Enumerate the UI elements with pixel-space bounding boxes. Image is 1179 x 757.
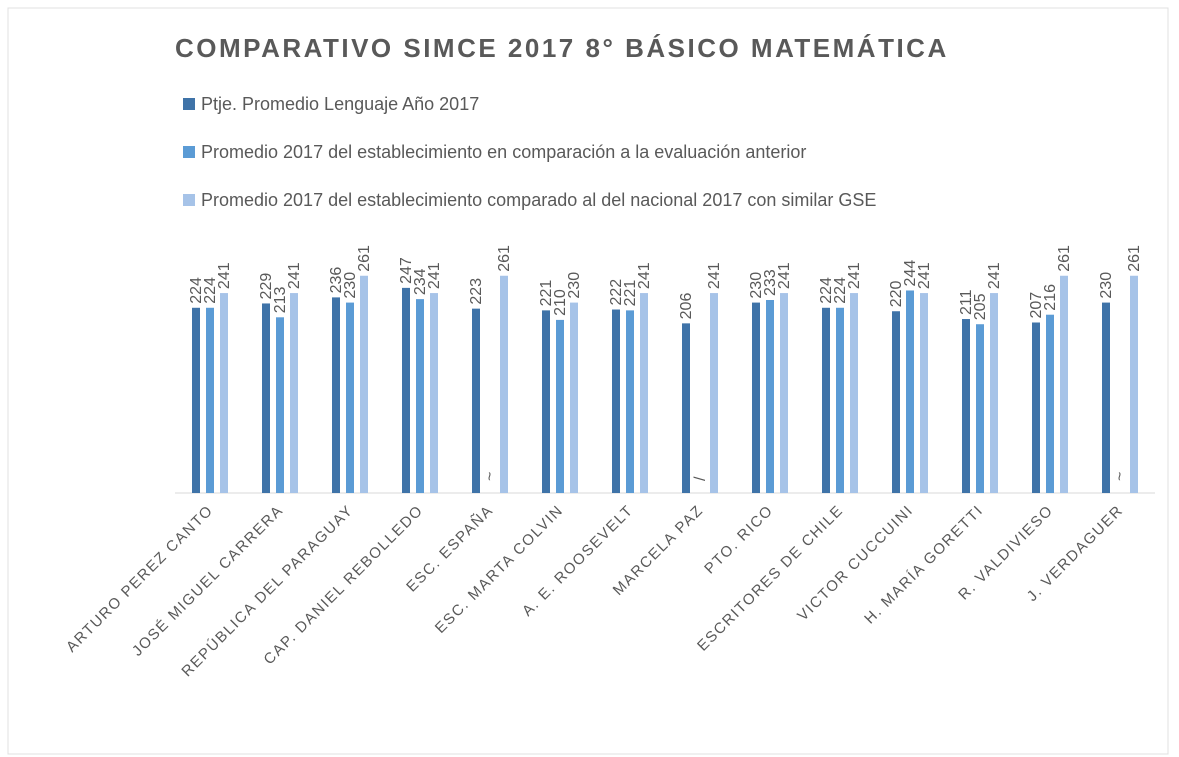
bar [402,287,410,493]
data-label: 223 [468,278,485,305]
bar [472,308,480,493]
data-label: 207 [1028,292,1045,319]
bar [192,307,200,493]
bar [822,307,830,493]
bar [990,293,998,493]
data-label: 230 [566,272,583,299]
bar [612,309,620,493]
legend-swatch [183,146,195,158]
legend-swatch [183,194,195,206]
bar [836,307,844,493]
data-label: 241 [986,262,1003,289]
bar [1046,314,1054,493]
bar [850,293,858,493]
data-label: 220 [888,280,905,307]
bar [430,293,438,493]
bar [500,275,508,493]
bar [1032,322,1040,493]
data-label: 221 [538,280,555,307]
data-label: 241 [916,262,933,289]
data-label: 244 [902,260,919,287]
bar [710,293,718,493]
bar [1102,302,1110,493]
bar [276,317,284,493]
data-label: 216 [1042,284,1059,311]
bar [892,311,900,493]
data-label: 241 [776,262,793,289]
bar [682,323,690,493]
bar [766,299,774,493]
data-label: 222 [608,279,625,306]
data-label: 261 [1126,245,1143,272]
bar [290,293,298,493]
x-tick-label: JOSÉ MIGUEL CARRERA [129,502,287,660]
data-label: 224 [832,277,849,304]
data-label: 261 [496,245,513,272]
legend-label: Ptje. Promedio Lenguaje Año 2017 [201,94,479,114]
bar [1130,275,1138,493]
bar [262,303,270,493]
chart-frame [7,7,1169,755]
bar [640,293,648,493]
x-tick-label: ESC. MARTA COLVIN [432,502,567,637]
x-tick-label: ESCRITORES DE CHILE [694,502,847,655]
bar [780,293,788,493]
bar [360,275,368,493]
data-label: 230 [748,272,765,299]
data-label: 247 [398,257,415,284]
data-label: 236 [328,267,345,294]
bar [752,302,760,493]
x-tick-label: ARTURO PEREZ CANTO [63,502,217,656]
data-label: 230 [342,272,359,299]
data-label: 233 [762,269,779,296]
legend-label: Promedio 2017 del establecimiento en com… [201,142,806,162]
data-label: 241 [846,262,863,289]
data-label: ~ [1112,472,1129,481]
data-label: 206 [678,293,695,320]
x-tick-label: VICTOR CUCCUINI [794,502,917,625]
bar [206,307,214,493]
data-label: 224 [202,277,219,304]
bar [1060,275,1068,493]
bar [626,310,634,493]
data-label: 221 [622,280,639,307]
bar [976,324,984,493]
bar [346,302,354,493]
bar [920,293,928,493]
bar [570,302,578,493]
data-label: 210 [552,289,569,316]
data-label: 241 [286,262,303,289]
data-label: 234 [412,268,429,295]
data-label: 241 [426,262,443,289]
data-label: 241 [636,262,653,289]
data-label: 261 [356,245,373,272]
chart-title: COMPARATIVO SIMCE 2017 8° BÁSICO MATEMÁT… [175,33,949,63]
data-label: 241 [706,262,723,289]
data-label: 211 [958,289,975,315]
data-label: 213 [272,287,289,314]
data-label: 224 [818,277,835,304]
bar [542,310,550,493]
data-label: 261 [1056,245,1073,272]
legend-swatch [183,98,195,110]
data-label: 241 [216,262,233,289]
bar [416,299,424,493]
data-label: 224 [188,277,205,304]
bar [556,319,564,493]
data-label: ~ [482,472,499,481]
bar [332,297,340,493]
x-tick-label: H. MARÍA GORETTI [861,502,987,628]
data-label: / [692,476,709,481]
x-tick-label: PTO. RICO [701,502,777,578]
bar [220,293,228,493]
bar [906,290,914,493]
data-label: 229 [258,273,275,300]
data-label: 205 [972,293,989,320]
data-label: 230 [1098,272,1115,299]
bar [962,319,970,493]
legend-label: Promedio 2017 del establecimiento compar… [201,190,876,210]
